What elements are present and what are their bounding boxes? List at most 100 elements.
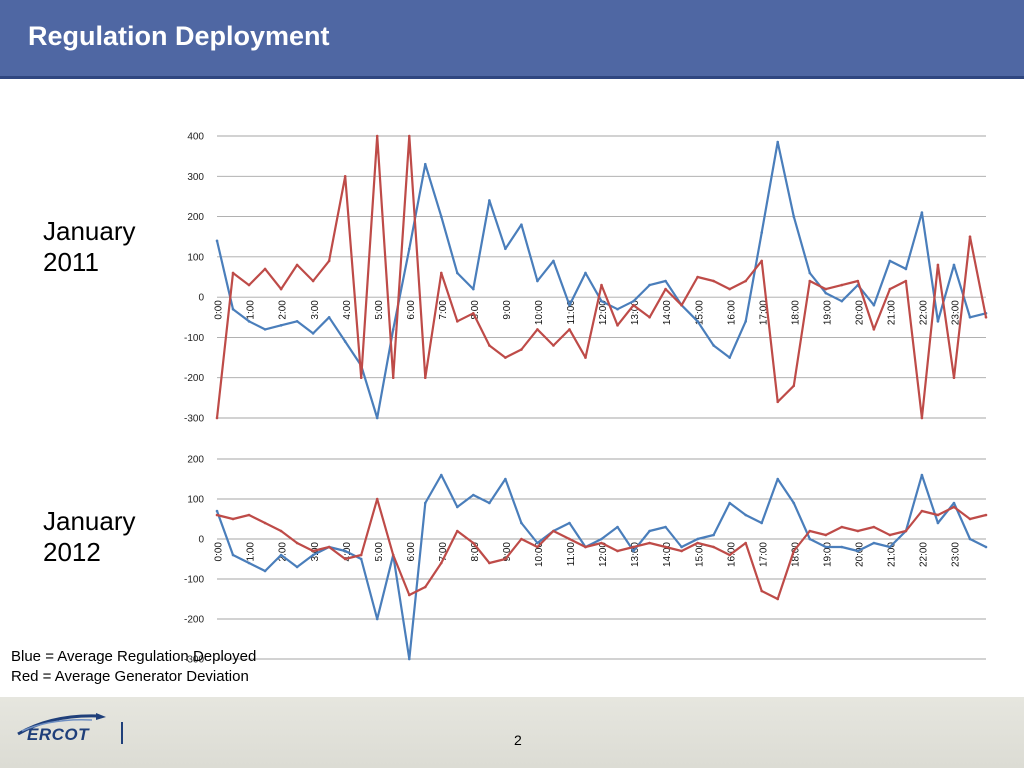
data-point <box>456 320 459 323</box>
data-point <box>247 513 251 517</box>
x-tick-label: 9:00 <box>502 300 513 320</box>
data-point <box>712 344 715 347</box>
data-point <box>456 271 459 275</box>
data-point <box>680 545 683 549</box>
data-point <box>247 283 251 287</box>
x-tick-label: 3:00 <box>310 300 321 320</box>
slide-title: Regulation Deployment <box>28 21 330 51</box>
data-point <box>600 299 603 303</box>
data-point <box>536 541 539 545</box>
y-tick-label: 100 <box>187 495 204 506</box>
data-point <box>744 320 747 323</box>
data-point <box>439 215 443 218</box>
legend-note-red: Red = Average Generator Deviation <box>11 668 249 685</box>
x-tick-label: 22:00 <box>919 300 930 325</box>
chart-label-2012-line2: 2012 <box>43 537 101 567</box>
data-point <box>520 537 523 541</box>
data-point <box>664 525 667 529</box>
data-point <box>952 501 956 505</box>
data-point <box>215 509 219 513</box>
chart-label-2011-line1: January <box>43 216 136 246</box>
data-point <box>472 541 475 545</box>
y-tick-label: 0 <box>198 293 204 304</box>
data-point <box>760 231 764 234</box>
data-point <box>343 549 347 553</box>
data-point <box>648 283 651 287</box>
data-point <box>311 549 315 553</box>
y-tick-label: -100 <box>184 333 204 344</box>
data-point <box>439 271 443 275</box>
data-point <box>407 657 411 661</box>
data-point <box>856 529 860 533</box>
data-point <box>920 473 924 477</box>
data-point <box>840 545 844 549</box>
x-tick-label: 5:00 <box>374 300 385 320</box>
data-point <box>504 477 507 481</box>
data-point <box>968 537 972 541</box>
data-point <box>568 521 571 525</box>
data-point <box>792 215 796 218</box>
data-point <box>808 537 812 541</box>
data-point <box>616 549 619 553</box>
data-point <box>936 263 940 267</box>
data-point <box>824 287 828 291</box>
data-point <box>904 267 908 271</box>
x-tick-label: 16:00 <box>726 300 737 325</box>
data-point <box>760 521 764 525</box>
x-tick-label: 18:00 <box>790 542 801 567</box>
data-point <box>231 517 235 521</box>
x-tick-label: 15:00 <box>694 542 705 567</box>
data-point <box>247 561 251 565</box>
data-point <box>616 525 619 529</box>
data-point <box>744 541 747 545</box>
x-tick-label: 2:00 <box>278 300 289 320</box>
data-point <box>375 416 379 420</box>
data-point <box>952 263 956 267</box>
x-tick-label: 19:00 <box>822 542 833 567</box>
y-tick-label: 200 <box>187 212 204 223</box>
x-tick-label: 10:00 <box>534 300 545 325</box>
regulation-charts: 400 300 200 100 0 -100 -200 -300 0:00 1:00 2:00 3:0… <box>184 132 988 666</box>
title-bar: Regulation Deployment <box>0 0 1024 79</box>
data-point <box>279 324 283 327</box>
x-tick-label: 1:00 <box>246 542 257 562</box>
data-point <box>936 521 940 525</box>
data-point <box>584 271 587 275</box>
data-point <box>456 505 459 509</box>
data-point <box>263 328 267 331</box>
data-point <box>391 376 395 380</box>
x-tick-label: 20:00 <box>854 300 865 325</box>
data-point <box>343 340 347 343</box>
data-point <box>920 509 924 513</box>
x-tick-label: 23:00 <box>951 542 962 567</box>
x-tick-label: 13:00 <box>630 300 641 325</box>
data-point <box>648 541 651 545</box>
data-point <box>504 557 507 561</box>
data-point <box>984 315 988 319</box>
data-point <box>488 199 491 202</box>
data-point <box>552 344 555 347</box>
x-tick-label: 11:00 <box>566 300 577 325</box>
logo-divider <box>121 722 123 744</box>
data-point <box>520 521 523 525</box>
data-point <box>728 287 731 291</box>
data-point <box>215 416 219 420</box>
data-point <box>359 557 363 561</box>
data-point <box>311 553 315 557</box>
data-point <box>744 279 747 283</box>
data-point <box>295 541 299 545</box>
y-tick-label: 100 <box>187 252 204 263</box>
data-point <box>872 525 876 529</box>
data-point <box>504 356 507 359</box>
y-tick-label: -300 <box>184 655 204 666</box>
data-point <box>840 283 844 287</box>
data-point <box>407 134 411 138</box>
data-point <box>808 529 812 533</box>
data-point <box>648 529 651 533</box>
data-point <box>295 565 299 569</box>
x-tick-label: 6:00 <box>406 300 417 320</box>
data-point <box>888 533 892 537</box>
data-point <box>856 549 860 553</box>
y-tick-label: 0 <box>198 535 204 546</box>
blue-series-line-0 <box>215 140 987 420</box>
